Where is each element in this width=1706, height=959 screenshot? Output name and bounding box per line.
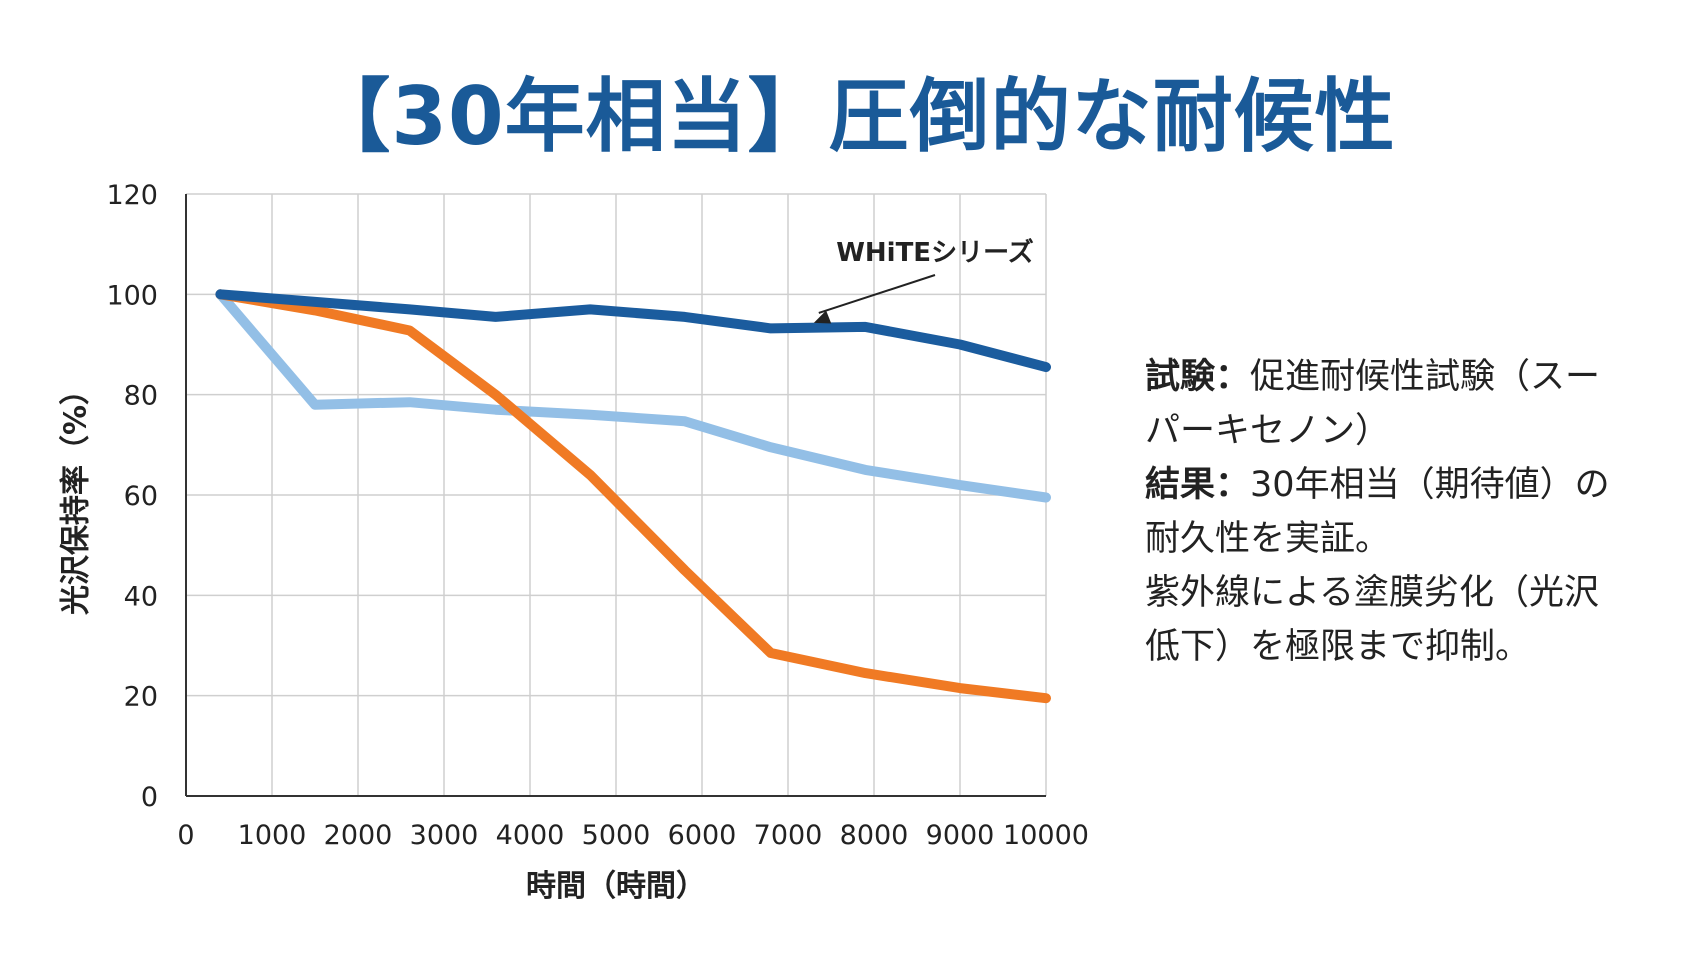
series-line-3: [215, 289, 1051, 704]
y-tick-label: 100: [106, 280, 158, 311]
test-separator: ：: [1215, 357, 1251, 397]
x-tick-label: 10000: [1003, 820, 1089, 851]
result-line-1: 結果：30年相当（期待値）の: [1145, 458, 1645, 512]
y-tick-label: 0: [141, 782, 158, 813]
x-tick-label: 0: [177, 820, 194, 851]
x-tick-label: 2000: [324, 820, 393, 851]
body-line-1: 紫外線による塗膜劣化（光沢: [1145, 573, 1599, 613]
y-tick-label: 20: [124, 682, 158, 713]
series-line-2: [215, 289, 1051, 503]
test-summary: 試験：促進耐候性試験（スー パーキセノン） 結果：30年相当（期待値）の 耐久性…: [1145, 350, 1645, 674]
y-tick-label: 80: [124, 381, 158, 412]
x-tick-label: 4000: [496, 820, 565, 851]
x-axis-label: 時間（時間）: [526, 869, 706, 904]
series-annotation-label: WHiTEシリーズ: [836, 237, 1034, 268]
result-separator: ：: [1215, 465, 1251, 505]
result-label: 結果: [1145, 465, 1216, 505]
x-tick-label: 9000: [926, 820, 995, 851]
series-line-1: [215, 289, 1051, 373]
x-tick-label: 5000: [582, 820, 651, 851]
test-line-2: パーキセノン）: [1145, 411, 1391, 451]
x-tick-label: 1000: [238, 820, 307, 851]
x-tick-label: 6000: [668, 820, 737, 851]
axes: 0 1000 2000 3000 4000 5000 6000 7000 8000 9000 100…: [106, 180, 1089, 851]
slide-title: 【30年相当】圧倒的な耐候性: [310, 70, 1396, 163]
x-tick-label: 7000: [754, 820, 823, 851]
series-lines: [215, 289, 1051, 704]
test-label: 試験: [1145, 357, 1216, 397]
test-text-1: 促進耐候性試験（スー: [1250, 357, 1601, 397]
body-line-2: 低下）を極限まで抑制。: [1145, 627, 1531, 667]
annotation-arrowhead: [813, 310, 832, 324]
result-text-1: 30年相当（期待値）の: [1250, 465, 1610, 505]
annotation: WHiTEシリーズ: [813, 237, 1034, 324]
y-tick-label: 120: [106, 180, 158, 211]
annotation-arrow: [818, 274, 936, 314]
x-tick-label: 3000: [410, 820, 479, 851]
y-axis-label: 光沢保持率（%）: [59, 375, 94, 615]
x-tick-label: 8000: [840, 820, 909, 851]
y-tick-label: 60: [124, 481, 158, 512]
y-tick-label: 40: [124, 581, 158, 612]
result-line-2: 耐久性を実証。: [1145, 519, 1391, 559]
test-line-1: 試験：促進耐候性試験（スー: [1145, 350, 1645, 404]
